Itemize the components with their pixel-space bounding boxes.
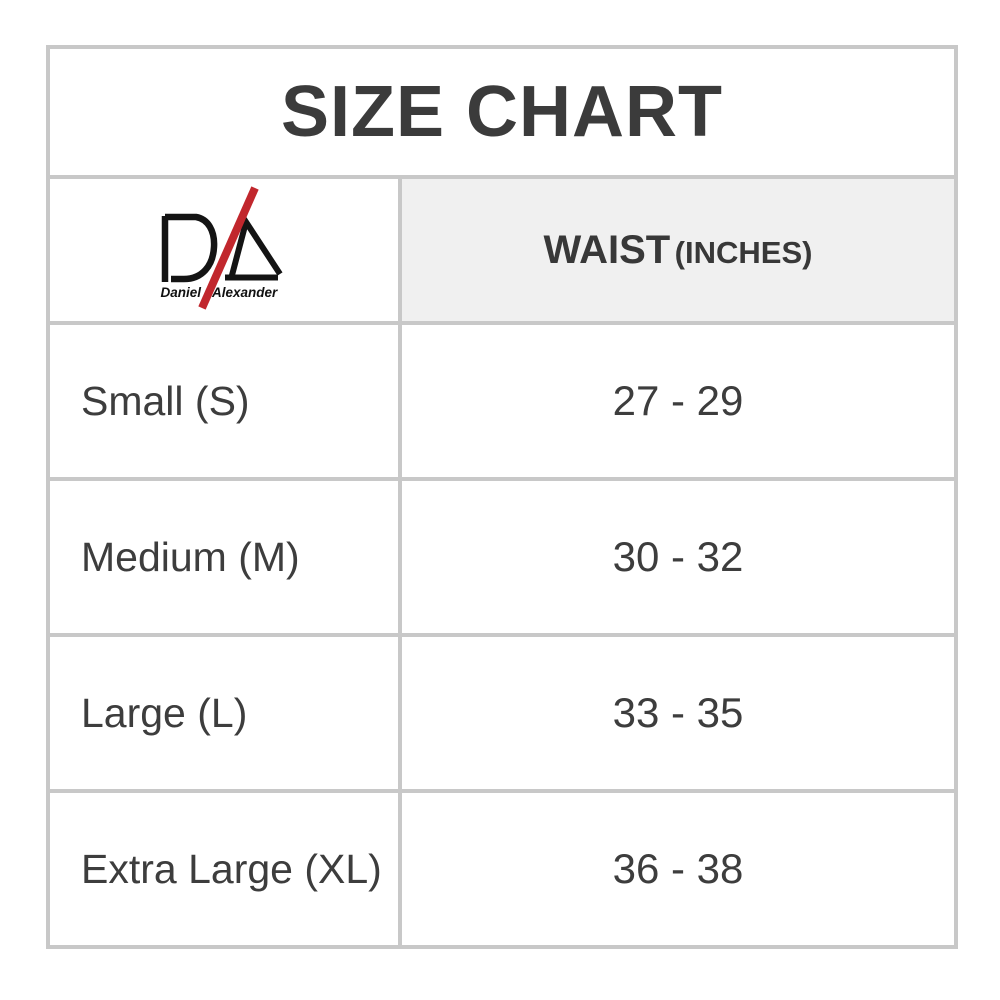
- table-row-large: Large (L) 33 - 35: [46, 633, 958, 793]
- size-label-small: Small (S): [46, 321, 402, 481]
- table-row-small: Small (S) 27 - 29: [46, 321, 958, 481]
- table-row-medium: Medium (M) 30 - 32: [46, 477, 958, 637]
- logo-letter-d-icon: [161, 213, 218, 283]
- waist-column-header: WAIST (INCHES): [398, 175, 958, 325]
- page-title: SIZE CHART: [281, 72, 723, 152]
- size-label-large: Large (L): [46, 633, 402, 793]
- size-label-extra-large: Extra Large (XL): [46, 789, 402, 949]
- daniel-alexander-logo: Daniel Alexander: [160, 186, 283, 310]
- waist-value-large: 33 - 35: [398, 633, 958, 793]
- logo-slash-icon: [198, 186, 259, 310]
- table-row-extra-large: Extra Large (XL) 36 - 38: [46, 789, 958, 949]
- title-row: SIZE CHART: [46, 45, 958, 179]
- waist-header-unit: (INCHES): [674, 234, 813, 270]
- logo-letter-a-icon: [225, 214, 283, 281]
- header-row: Daniel Alexander WAIST (INCHES): [46, 175, 958, 325]
- size-label-medium: Medium (M): [46, 477, 402, 637]
- waist-header-label: WAIST: [543, 227, 671, 272]
- title-cell: SIZE CHART: [46, 45, 958, 179]
- logo-text-alexander: Alexander: [211, 285, 278, 300]
- brand-logo-cell: Daniel Alexander: [46, 175, 402, 325]
- logo-text-daniel: Daniel: [160, 285, 201, 300]
- waist-value-extra-large: 36 - 38: [398, 789, 958, 949]
- waist-value-medium: 30 - 32: [398, 477, 958, 637]
- size-chart-table: SIZE CHART: [46, 45, 958, 949]
- waist-value-small: 27 - 29: [398, 321, 958, 481]
